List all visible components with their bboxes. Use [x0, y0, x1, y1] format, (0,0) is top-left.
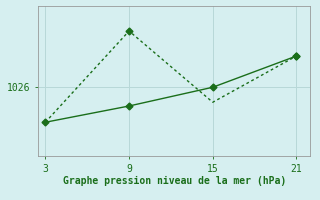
X-axis label: Graphe pression niveau de la mer (hPa): Graphe pression niveau de la mer (hPa) [63, 176, 286, 186]
